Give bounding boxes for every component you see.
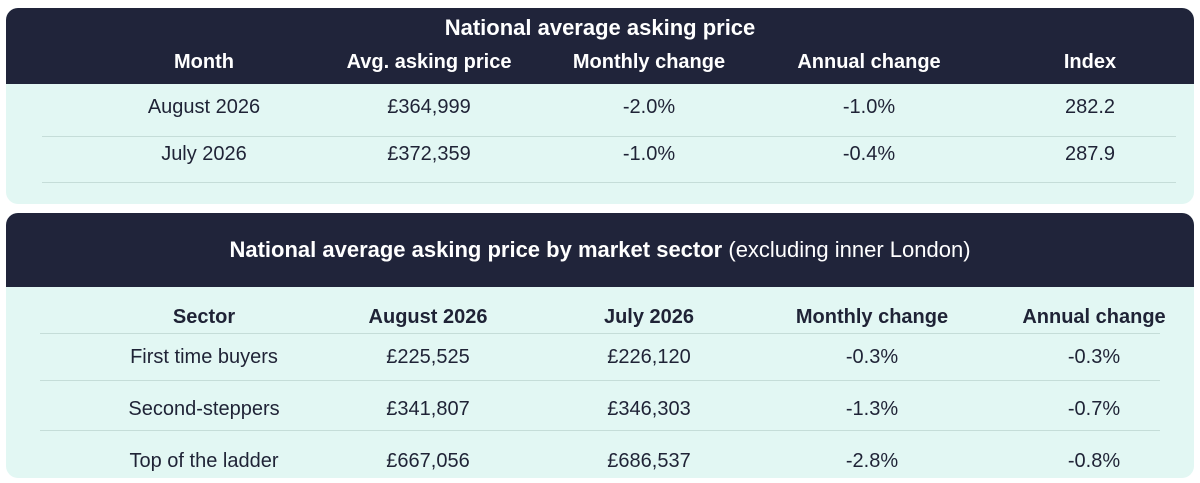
monthly-change-cell: -2.8%	[845, 450, 899, 472]
annual-change-cell: -1.0%	[842, 96, 896, 118]
month-cell: August 2026	[147, 96, 261, 118]
column-header-annual-change: Annual change	[797, 51, 941, 73]
monthly-change-cell: -1.0%	[622, 143, 676, 165]
august-price-cell: £667,056	[386, 450, 470, 472]
monthly-change-cell: -2.0%	[622, 96, 676, 118]
column-header-sector: Sector	[172, 306, 236, 328]
column-header-july-2026: July 2026	[603, 306, 695, 328]
table-title-suffix: (excluding inner London)	[722, 237, 971, 262]
annual-change-cell: -0.7%	[1067, 398, 1121, 420]
annual-change-cell: -0.4%	[842, 143, 896, 165]
august-price-cell: £225,525	[386, 346, 470, 368]
july-price-cell: £226,120	[607, 346, 691, 368]
annual-change-cell: -0.8%	[1067, 450, 1121, 472]
sector-cell: Second-steppers	[128, 398, 280, 420]
monthly-change-cell: -1.3%	[845, 398, 899, 420]
month-cell: July 2026	[161, 143, 247, 165]
table-header-band: National average asking price Month Avg.…	[6, 8, 1194, 84]
table-title-main: National average asking price by market …	[229, 237, 723, 262]
august-price-cell: £341,807	[386, 398, 470, 420]
index-cell: 287.9	[1064, 143, 1116, 165]
index-cell: 282.2	[1064, 96, 1116, 118]
column-header-annual-change: Annual change	[1022, 306, 1166, 328]
table-title: National average asking price by market …	[6, 237, 1194, 263]
table-header-band: National average asking price by market …	[6, 213, 1194, 287]
row-divider	[40, 380, 1160, 381]
sector-cell: First time buyers	[130, 346, 278, 368]
column-header-monthly-change: Monthly change	[572, 51, 726, 73]
column-header-month: Month	[174, 51, 234, 73]
column-header-avg-asking-price: Avg. asking price	[346, 51, 512, 73]
row-divider	[42, 182, 1176, 183]
column-header-index: Index	[1063, 51, 1117, 73]
asking-price-table: National average asking price Month Avg.…	[6, 8, 1194, 204]
price-cell: £364,999	[387, 96, 471, 118]
price-cell: £372,359	[387, 143, 471, 165]
market-sector-table: National average asking price by market …	[6, 213, 1194, 478]
sector-cell: Top of the ladder	[129, 450, 279, 472]
july-price-cell: £686,537	[607, 450, 691, 472]
annual-change-cell: -0.3%	[1067, 346, 1121, 368]
monthly-change-cell: -0.3%	[845, 346, 899, 368]
column-header-august-2026: August 2026	[368, 306, 488, 328]
table-title: National average asking price	[444, 15, 756, 40]
row-divider	[40, 430, 1160, 431]
row-divider	[42, 136, 1176, 137]
row-divider	[40, 333, 1160, 334]
july-price-cell: £346,303	[607, 398, 691, 420]
column-header-monthly-change: Monthly change	[795, 306, 949, 328]
